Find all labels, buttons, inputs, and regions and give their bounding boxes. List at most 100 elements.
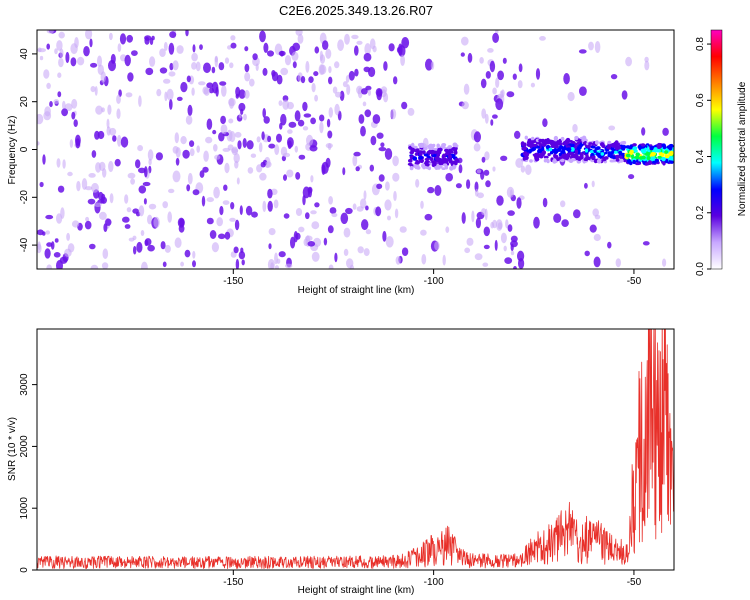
snr-panel: -150 -100 -50 0 1000 2000 3000 Height of stra…: [7, 328, 675, 596]
spectrogram-cell: [328, 66, 332, 74]
spectrogram-cell: [542, 197, 548, 208]
spectrogram-cell: [577, 156, 582, 161]
spectrogram-cell: [378, 174, 385, 182]
colorbar: 0.0 0.2 0.4 0.6 0.8 Normalized spectral ampl…: [695, 29, 748, 276]
spectrogram-cell: [431, 153, 437, 158]
spectrogram-cell: [535, 145, 540, 149]
spectrogram-cell: [357, 246, 364, 254]
spectrogram-cell: [612, 143, 617, 147]
spectrogram-cell: [342, 167, 346, 176]
spectrogram-cell: [484, 113, 489, 124]
spectrogram-cell: [585, 153, 589, 158]
spectrogram-cell: [384, 199, 392, 211]
spectrogram-cell: [203, 62, 211, 74]
spectrogram-cell: [244, 46, 249, 52]
spectrogram-cell: [305, 212, 310, 220]
spectrogram-cell: [492, 166, 496, 172]
spectrogram-cell: [475, 217, 481, 229]
spectrogram-cell: [288, 121, 297, 128]
spectrogram-cell: [120, 136, 129, 148]
spectrogram-cell: [241, 259, 245, 266]
spectrogram-cell: [517, 80, 523, 89]
spectrogram-cell: [124, 194, 129, 204]
spectrogram-cell: [434, 185, 442, 196]
spectrogram-cell: [367, 89, 371, 96]
spectrogram-cell: [144, 239, 149, 247]
snr-frame: [36, 328, 675, 571]
spectrogram-cell: [147, 214, 153, 225]
spectrogram-cell: [70, 57, 77, 67]
spectrogram-cell: [325, 157, 331, 168]
spectrogram-cell: [85, 216, 90, 222]
spectrogram-cell: [122, 216, 130, 223]
spectrogram-cell: [126, 34, 133, 43]
spectrogram-cell: [240, 247, 244, 253]
spectrogram-cell: [662, 127, 669, 136]
spectrogram-cell: [175, 157, 180, 166]
spectrogram-cell: [109, 193, 114, 204]
spectrogram-cell: [57, 72, 62, 78]
spectrogram-cell: [362, 101, 367, 107]
spectrogram-cell: [584, 182, 588, 189]
spectrogram-cell: [286, 101, 294, 110]
spectrogram-cell: [461, 101, 469, 110]
spectrogram-cell: [90, 62, 98, 68]
y-tick-label: -40: [19, 237, 30, 252]
spectrogram-cell: [543, 155, 549, 159]
spectrogram-cell: [644, 60, 650, 71]
colorbar-label: Normalized spectral amplitude: [737, 81, 748, 216]
spectrogram-cell: [612, 155, 616, 159]
spectrogram-cell: [481, 208, 487, 216]
spectrogram-cell: [252, 53, 258, 61]
spectrogram-cell: [172, 60, 179, 71]
spectrogram-cell: [49, 101, 53, 108]
spectrogram-cell: [503, 245, 507, 252]
spectrogram-cell: [271, 71, 279, 82]
spectrogram-cell: [56, 158, 61, 168]
spectrogram-cell: [234, 160, 239, 169]
spectrogram-cell: [213, 186, 220, 199]
spectrogram-cell: [425, 163, 430, 167]
spectrogram-cell: [243, 113, 247, 121]
spectrogram-cell: [483, 244, 490, 250]
spectrogram-cell: [541, 142, 547, 147]
spectrogram-cell: [483, 169, 490, 176]
spectrogram-cell: [427, 186, 435, 194]
spectrogram-cell: [309, 145, 318, 152]
spectrogram-cell: [98, 191, 104, 201]
spectrogram-cell: [46, 82, 51, 89]
spectrogram-cell: [398, 45, 406, 57]
spectrogram-cell: [169, 62, 174, 71]
spectrogram-cell: [529, 159, 533, 163]
x-tick-label: -100: [424, 276, 444, 287]
spectrogram-cell: [635, 162, 640, 166]
spectrogram-cell: [529, 144, 533, 149]
spectrogram-cell: [441, 167, 446, 171]
spectrogram-cell: [137, 145, 144, 152]
spectrogram-cell: [535, 68, 541, 80]
spectrogram-cell: [355, 166, 360, 172]
spectrogram-cell: [560, 200, 566, 208]
spectrogram-cell: [268, 143, 276, 149]
spectrogram-cell: [517, 250, 525, 262]
spectrogram-cell: [191, 52, 198, 62]
spectrogram-cell: [66, 232, 70, 241]
spectrogram-cell: [607, 144, 612, 149]
spectrogram-cell: [520, 141, 525, 147]
spectrogram-cell: [644, 56, 649, 63]
spectrogram-cell: [474, 188, 479, 197]
spectrogram-cell: [591, 155, 596, 161]
spectrogram-cell: [387, 215, 391, 221]
spectrogram-cell: [278, 100, 283, 106]
spectrogram-cell: [203, 150, 209, 162]
spectrogram-cell: [614, 145, 620, 151]
spectrogram-cell: [479, 57, 484, 64]
spectrogram-cell: [94, 130, 100, 140]
spectrogram-cell: [37, 113, 44, 125]
spectrogram-cell: [46, 242, 53, 247]
spectrogram-cell: [133, 245, 137, 255]
spectrogram-cell: [553, 137, 558, 142]
spectrogram-cell: [365, 205, 369, 211]
spectrogram-cell: [445, 151, 450, 156]
spectrogram-cell: [467, 52, 473, 63]
